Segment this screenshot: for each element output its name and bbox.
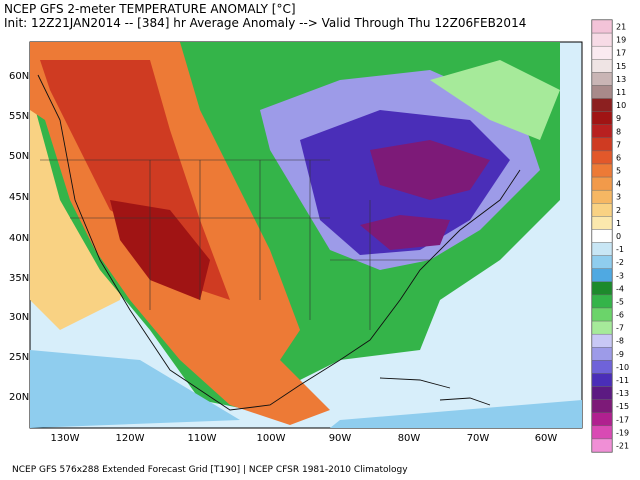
colorbar-label: -10 [616,363,629,372]
latitude-label: 25N [9,352,29,363]
color-swatch [591,85,613,99]
latitude-label: 30N [9,312,29,323]
colorbar-label: -4 [616,284,624,293]
color-swatch [591,399,613,413]
anomaly-region [30,350,582,428]
color-swatch [591,72,613,86]
colorbar-label: -7 [616,324,624,333]
state-borders [40,159,430,330]
longitude-label: 120W [116,433,145,444]
color-swatch [591,268,613,283]
colorbar-label: 7 [616,140,621,149]
colorbar-label: -13 [616,389,629,398]
colorbar-label: 4 [616,180,621,189]
color-swatch [591,373,613,387]
color-swatch [591,111,613,125]
color-swatch [591,32,613,47]
color-swatch [591,137,613,152]
color-swatch [591,294,613,309]
map-title: NCEP GFS 2-meter TEMPERATURE ANOMALY [°C… [4,2,296,16]
colorbar-label: -5 [616,297,624,306]
color-swatch [591,98,613,112]
color-swatch [591,124,613,139]
anomaly-region [110,200,210,300]
longitude-label: 90W [329,433,352,444]
color-swatch [591,176,613,191]
longitude-label: 80W [398,433,421,444]
color-swatch [591,412,613,427]
color-swatch [591,386,613,400]
colorbar-label: 9 [616,114,621,123]
color-swatch [591,163,613,178]
map-subtitle: Init: 12Z21JAN2014 -- [384] hr Average A… [4,16,526,30]
color-swatch [591,255,613,269]
colorbar-label: -9 [616,350,624,359]
color-swatch [591,320,613,335]
color-swatch [591,229,613,243]
colorbar-label: 11 [616,88,626,97]
color-swatch [591,425,613,440]
latitude-label: 60N [9,71,29,82]
footer-note: NCEP GFS 576x288 Extended Forecast Grid … [12,465,408,475]
colorbar-label: 3 [616,193,621,202]
colorbar-label: 6 [616,153,621,162]
colorbar-label: -2 [616,258,624,267]
anomaly-region [360,215,450,250]
color-swatch [591,203,613,217]
longitude-labels: 130W 120W 110W 100W 90W 80W 70W 60W [51,433,558,444]
colorbar-label: 15 [616,62,626,71]
color-swatch [591,216,613,230]
colorbar-label: 21 [616,23,626,32]
islands [379,377,491,406]
colorbar-label: -3 [616,271,624,280]
colorbar-label: -15 [616,402,629,411]
longitude-label: 110W [188,433,217,444]
colorbar-label: 10 [616,101,626,110]
colorbar-label: 0 [616,232,621,241]
colorbar-label: -19 [616,428,629,437]
anomaly-region [430,60,560,140]
colorbar-label: 13 [616,75,626,84]
color-swatch [591,360,613,374]
longitude-label: 130W [51,433,80,444]
color-swatch [591,347,613,361]
colorbar-label: 17 [616,49,626,58]
longitude-label: 100W [257,433,286,444]
colorbar: 211917151311109876543210-1-2-3-4-5-6-7-8… [591,19,629,453]
colorbar-label: 5 [616,167,621,176]
color-swatch [591,45,613,60]
colorbar-label: -8 [616,337,624,346]
anomaly-region [370,140,490,200]
color-swatch [591,307,613,322]
color-swatch [591,281,613,296]
latitude-labels: 60N 55N 50N 45N 40N 35N 30N 25N 20N [9,71,29,403]
latitude-label: 35N [9,273,29,284]
longitude-label: 70W [467,433,490,444]
coastline [37,74,521,411]
color-swatch [591,150,613,165]
map [29,41,583,429]
colorbar-label: -6 [616,311,624,320]
color-swatch [591,242,613,256]
color-swatch [591,59,613,73]
longitude-label: 60W [535,433,558,444]
colorbar-label: 8 [616,127,621,136]
colorbar-label: 19 [616,36,626,45]
colorbar-label: -11 [616,376,629,385]
colorbar-label: 1 [616,219,621,228]
latitude-label: 45N [9,192,29,203]
color-swatch [591,189,613,204]
latitude-label: 20N [9,392,29,403]
colorbar-label: -1 [616,245,624,254]
latitude-label: 40N [9,233,29,244]
colorbar-label: -21 [616,441,629,450]
color-swatch [591,333,613,348]
color-swatch [591,19,613,34]
colorbar-label: -17 [616,415,629,424]
colorbar-label: 2 [616,206,621,215]
latitude-label: 55N [9,111,29,122]
color-swatch [591,438,613,453]
latitude-label: 50N [9,151,29,162]
